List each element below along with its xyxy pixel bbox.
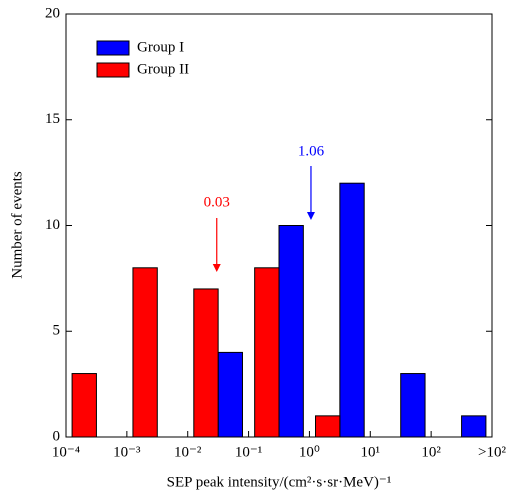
- y-axis-label: Number of events: [9, 171, 25, 279]
- annotation-label: 1.06: [298, 143, 325, 159]
- bar: [400, 373, 426, 438]
- y-tick-label: 10: [45, 217, 60, 233]
- annotation-arrowhead: [306, 212, 315, 220]
- x-axis-label: SEP peak intensity/(cm²·s·sr·MeV)⁻¹: [167, 474, 392, 490]
- x-tick-label: 10⁻³: [113, 444, 141, 460]
- y-tick-label: 20: [45, 5, 60, 21]
- legend-swatch: [96, 40, 130, 56]
- bar: [278, 225, 304, 438]
- annotation-arrowhead: [212, 264, 221, 272]
- x-tick-label: 10²: [421, 444, 441, 460]
- legend-label: Group I: [137, 39, 184, 55]
- bar: [132, 267, 158, 438]
- x-tick-label: 10⁻⁴: [52, 444, 80, 460]
- bar: [315, 415, 341, 438]
- annotation-label: 0.03: [204, 194, 230, 210]
- x-tick-label: 10⁻¹: [235, 444, 262, 460]
- bar: [254, 267, 280, 438]
- bar: [193, 288, 219, 438]
- y-tick-label: 15: [45, 111, 60, 127]
- bar: [71, 373, 97, 438]
- y-tick-label: 0: [53, 428, 61, 444]
- legend-label: Group II: [137, 61, 189, 77]
- x-tick-label: >10²: [478, 444, 506, 460]
- x-tick-label: 10⁻²: [174, 444, 202, 460]
- x-tick-label: 10⁰: [299, 444, 320, 460]
- legend-swatch: [96, 62, 130, 78]
- x-tick-label: 10¹: [361, 444, 381, 460]
- y-tick-label: 5: [53, 323, 61, 339]
- bar: [339, 182, 365, 438]
- bar: [217, 351, 243, 438]
- bar: [461, 415, 487, 438]
